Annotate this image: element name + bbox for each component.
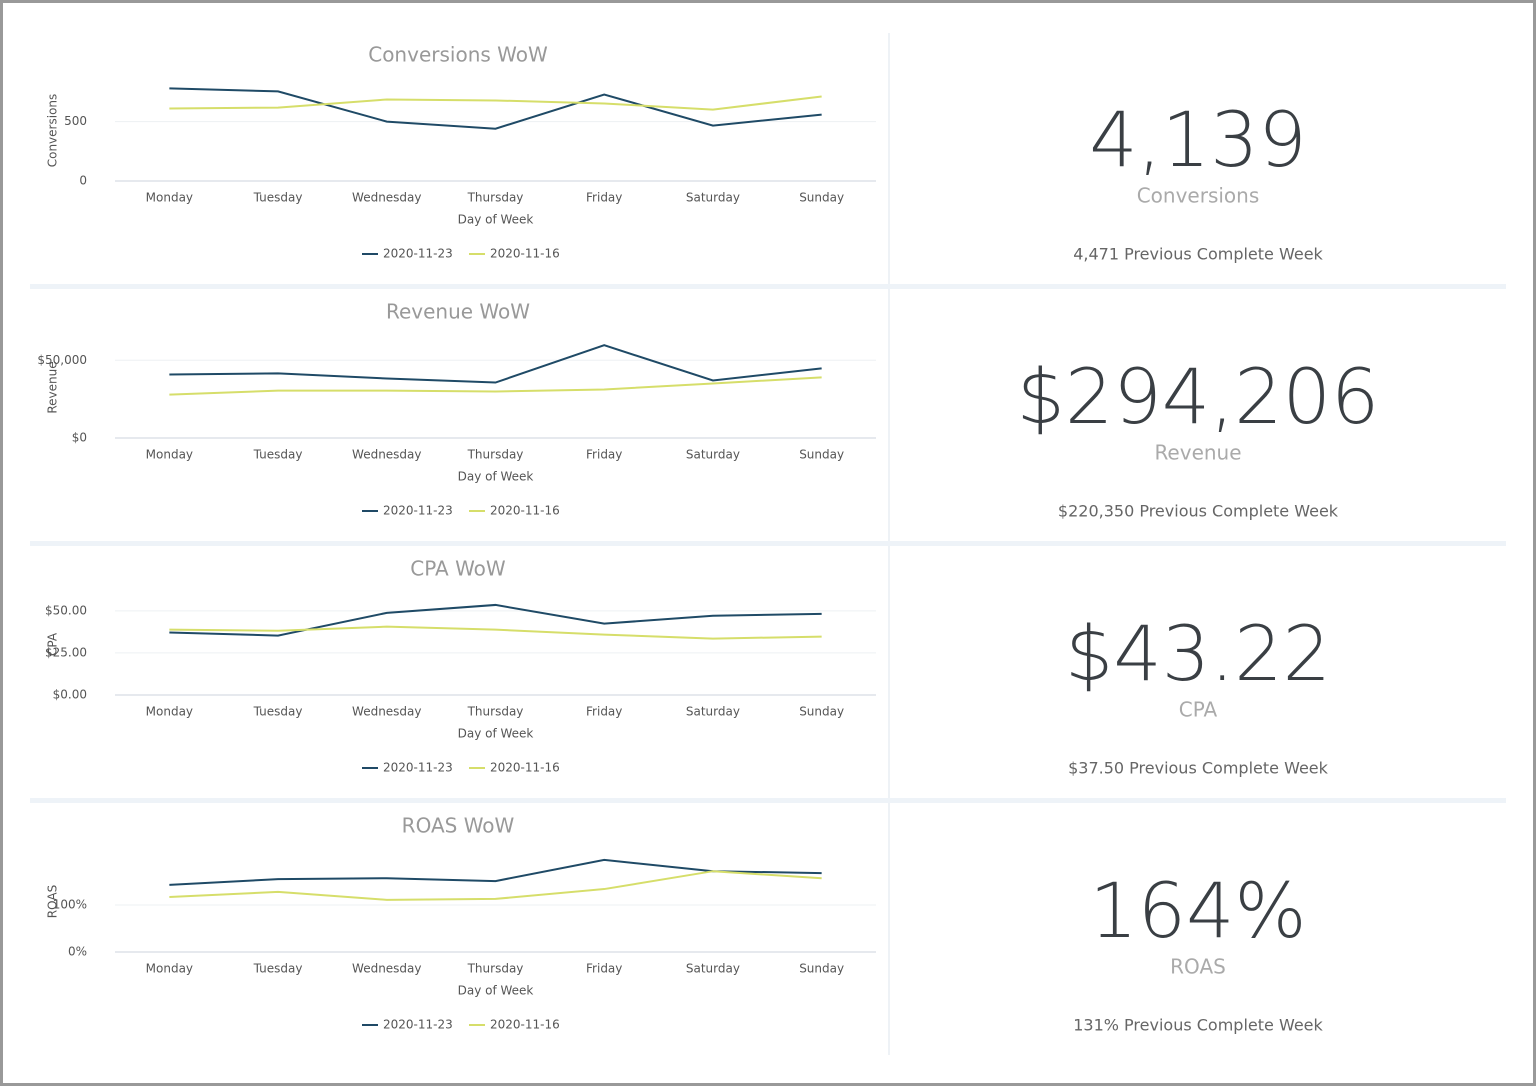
y-tick-label: $0.00: [53, 688, 87, 702]
x-tick-label: Tuesday: [253, 191, 303, 205]
series-line: [169, 344, 822, 384]
x-tick-label: Tuesday: [253, 448, 303, 462]
x-tick-label: Friday: [586, 705, 622, 719]
y-axis-label: CPA: [46, 632, 60, 656]
x-axis-label: Day of Week: [458, 213, 534, 227]
x-tick-label: Thursday: [467, 962, 524, 976]
kpi-comparison: $37.50 Previous Complete Week: [1068, 759, 1329, 778]
row-separator: [30, 798, 1506, 803]
x-axis-label: Day of Week: [458, 470, 534, 484]
kpi-label: CPA: [1179, 698, 1218, 722]
x-tick-label: Sunday: [799, 705, 844, 719]
x-tick-label: Sunday: [799, 191, 844, 205]
y-tick-label: 100%: [53, 898, 87, 912]
y-axis-label: Conversions: [46, 94, 60, 168]
y-tick-label: 0%: [68, 945, 87, 959]
y-tick-label: 0: [79, 174, 87, 188]
y-axis-label: Revenue: [46, 361, 60, 413]
kpi-comparison: 131% Previous Complete Week: [1073, 1016, 1323, 1035]
series-line: [169, 95, 822, 111]
x-tick-label: Monday: [146, 705, 193, 719]
x-tick-label: Tuesday: [253, 962, 303, 976]
x-tick-label: Sunday: [799, 448, 844, 462]
x-tick-label: Saturday: [686, 448, 740, 462]
series-line: [169, 376, 822, 396]
x-tick-label: Wednesday: [352, 191, 421, 205]
x-tick-label: Saturday: [686, 962, 740, 976]
kpi-comparison: $220,350 Previous Complete Week: [1058, 502, 1339, 521]
x-tick-label: Monday: [146, 448, 193, 462]
y-tick-label: $0: [72, 431, 87, 445]
chart-title: CPA WoW: [410, 557, 506, 581]
x-tick-label: Tuesday: [253, 705, 303, 719]
x-tick-label: Thursday: [467, 705, 524, 719]
legend-label: 2020-11-23: [383, 247, 453, 261]
x-tick-label: Wednesday: [352, 705, 421, 719]
y-tick-label: $50,000: [37, 353, 87, 367]
kpi-value: $43.22: [1065, 609, 1331, 698]
x-tick-label: Thursday: [467, 448, 524, 462]
x-axis-label: Day of Week: [458, 984, 534, 998]
series-line: [169, 870, 822, 901]
kpi-value: $294,206: [1017, 352, 1380, 441]
x-tick-label: Friday: [586, 962, 622, 976]
x-tick-label: Saturday: [686, 191, 740, 205]
row-separator: [30, 284, 1506, 289]
chart-title: Conversions WoW: [368, 43, 548, 67]
legend-label: 2020-11-23: [383, 1018, 453, 1032]
x-tick-label: Sunday: [799, 962, 844, 976]
y-axis-label: ROAS: [46, 885, 60, 918]
kpi-value: 4,139: [1089, 95, 1307, 184]
chart-title: ROAS WoW: [402, 814, 515, 838]
x-tick-label: Thursday: [467, 191, 524, 205]
kpi-label: Revenue: [1154, 441, 1241, 465]
x-tick-label: Monday: [146, 962, 193, 976]
x-tick-label: Wednesday: [352, 448, 421, 462]
x-tick-label: Wednesday: [352, 962, 421, 976]
y-tick-label: 500: [64, 114, 87, 128]
kpi-comparison: 4,471 Previous Complete Week: [1073, 245, 1323, 264]
series-line: [169, 603, 822, 637]
y-tick-label: $25.00: [45, 645, 87, 659]
legend-label: 2020-11-16: [490, 504, 560, 518]
series-line: [169, 87, 822, 130]
legend-label: 2020-11-16: [490, 1018, 560, 1032]
kpi-label: ROAS: [1170, 955, 1226, 979]
series-line: [169, 625, 822, 640]
kpi-value: 164%: [1089, 866, 1306, 955]
x-tick-label: Friday: [586, 448, 622, 462]
row-separator: [30, 541, 1506, 546]
legend-label: 2020-11-16: [490, 761, 560, 775]
x-tick-label: Saturday: [686, 705, 740, 719]
legend-label: 2020-11-23: [383, 504, 453, 518]
x-axis-label: Day of Week: [458, 727, 534, 741]
legend-label: 2020-11-16: [490, 247, 560, 261]
x-tick-label: Monday: [146, 191, 193, 205]
kpi-label: Conversions: [1137, 184, 1260, 208]
y-tick-label: $50.00: [45, 603, 87, 617]
chart-title: Revenue WoW: [386, 300, 530, 324]
x-tick-label: Friday: [586, 191, 622, 205]
legend-label: 2020-11-23: [383, 761, 453, 775]
